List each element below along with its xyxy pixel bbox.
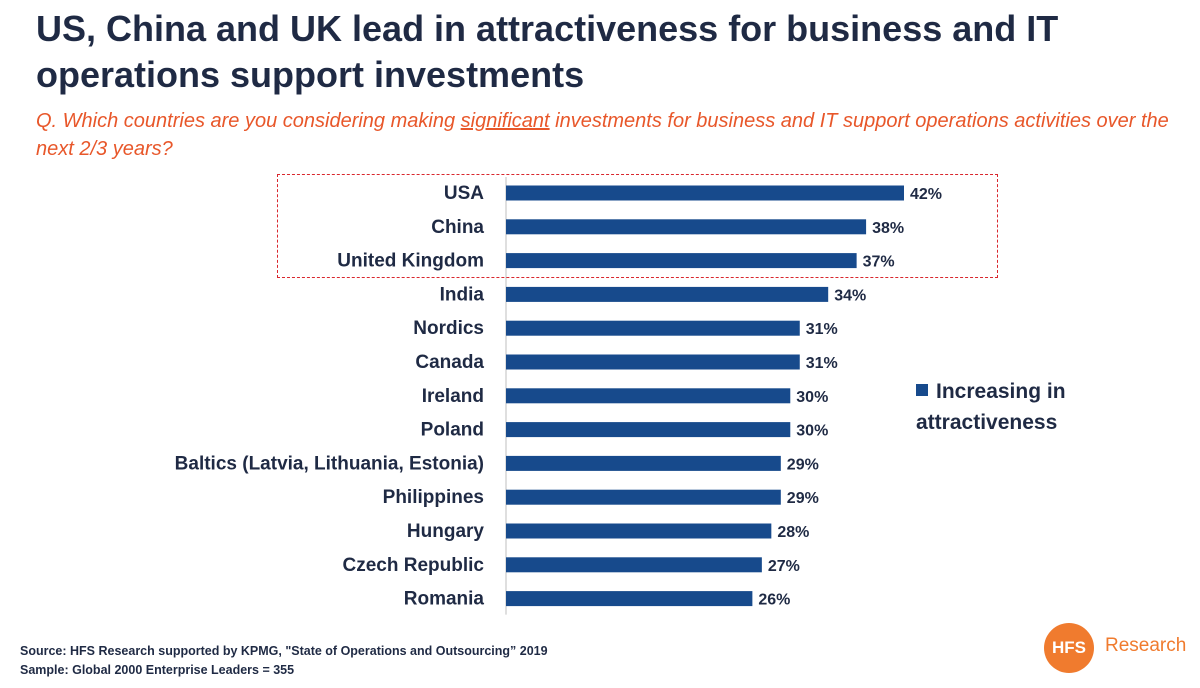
bar — [506, 557, 762, 573]
category-label: Hungary — [407, 521, 485, 542]
legend-label: Increasing in attractiveness — [916, 380, 1066, 434]
legend-swatch — [916, 384, 928, 396]
question-suffix: investments for business and IT support … — [36, 110, 1169, 160]
bar — [506, 286, 829, 302]
category-label: Ireland — [422, 386, 484, 407]
value-label: 38% — [872, 220, 904, 237]
value-label: 28% — [777, 524, 809, 541]
value-label: 27% — [768, 558, 800, 575]
bar — [506, 354, 800, 370]
category-label: Czech Republic — [343, 555, 485, 576]
value-label: 42% — [910, 186, 942, 203]
category-label: Romania — [404, 589, 485, 610]
hfs-research-logo: HFS Research — [1044, 623, 1194, 673]
category-label: Canada — [415, 352, 484, 373]
logo-mark: HFS — [1044, 623, 1094, 673]
bar — [506, 388, 791, 404]
bar — [506, 591, 753, 607]
question-emphasis: significant — [460, 110, 550, 132]
category-label: Poland — [421, 420, 484, 441]
bar — [506, 219, 867, 235]
bar — [506, 320, 800, 336]
bar — [506, 253, 857, 269]
legend: Increasing in attractiveness — [916, 376, 1116, 438]
survey-question: Q. Which countries are you considering m… — [36, 107, 1176, 163]
bar — [506, 422, 791, 438]
source-note: Source: HFS Research supported by KPMG, … — [20, 644, 548, 658]
value-label: 30% — [796, 423, 828, 440]
chart-title: US, China and UK lead in attractiveness … — [36, 8, 1059, 95]
footer: Source: HFS Research supported by KPMG, … — [20, 642, 548, 680]
category-label: Baltics (Latvia, Lithuania, Estonia) — [175, 453, 484, 474]
category-label: Nordics — [413, 318, 484, 339]
top-three-highlight-box — [277, 174, 998, 278]
value-label: 29% — [787, 456, 819, 473]
value-label: 31% — [806, 321, 838, 338]
bar — [506, 455, 781, 471]
value-label: 26% — [758, 592, 790, 609]
value-label: 29% — [787, 490, 819, 507]
category-label: United Kingdom — [337, 251, 484, 272]
bar — [506, 489, 781, 505]
bar — [506, 523, 772, 539]
value-label: 34% — [834, 287, 866, 304]
bar — [506, 185, 904, 201]
question-prefix: Q. Which countries are you considering m… — [36, 110, 461, 132]
value-label: 30% — [796, 389, 828, 406]
category-label: USA — [444, 183, 484, 204]
value-label: 31% — [806, 355, 838, 372]
logo-text: Research — [1105, 635, 1187, 656]
category-label: Philippines — [383, 487, 484, 508]
value-label: 37% — [863, 254, 895, 271]
category-label: India — [440, 284, 485, 305]
category-label: China — [431, 217, 484, 238]
sample-note: Sample: Global 2000 Enterprise Leaders =… — [20, 663, 295, 677]
